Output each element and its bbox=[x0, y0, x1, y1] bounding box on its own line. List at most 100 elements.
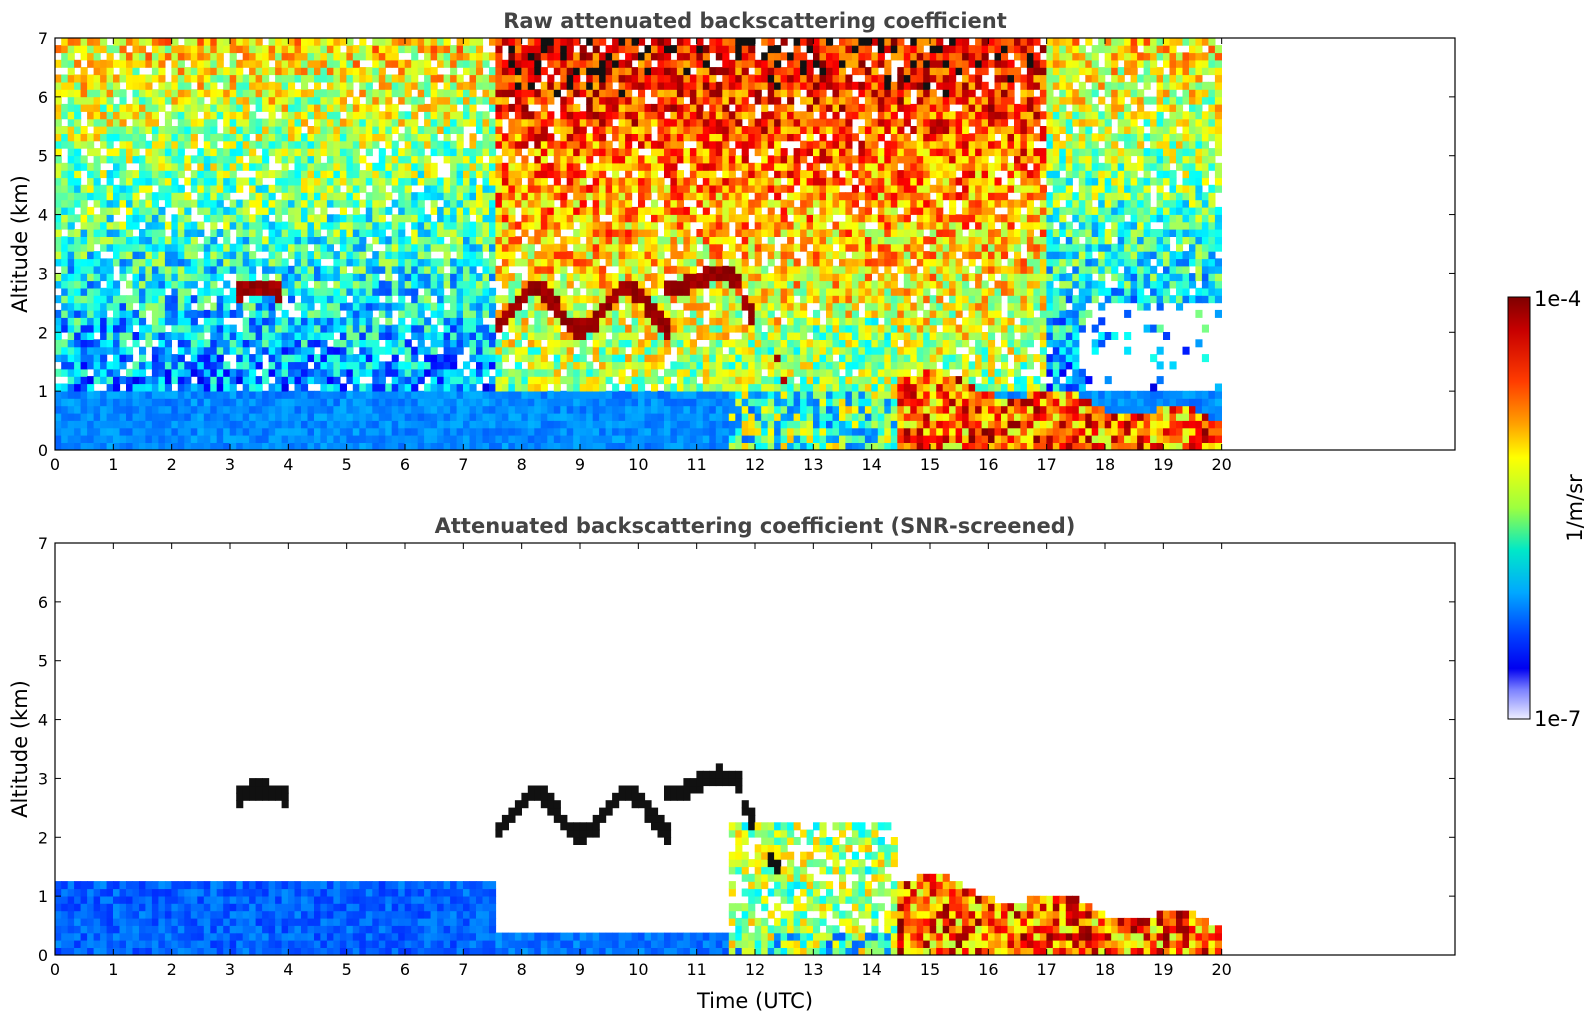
heat-cell bbox=[184, 435, 192, 443]
heat-cell bbox=[74, 258, 82, 267]
heat-cell bbox=[320, 302, 328, 311]
heat-cell bbox=[657, 118, 665, 127]
heat-cell bbox=[100, 354, 108, 363]
heat-cell bbox=[398, 59, 406, 68]
heat-cell bbox=[294, 346, 302, 355]
heat-cell bbox=[437, 59, 445, 68]
heat-cell bbox=[676, 317, 684, 326]
heat-cell bbox=[210, 420, 218, 429]
heat-cell bbox=[61, 361, 69, 370]
heat-cell bbox=[333, 361, 341, 370]
heat-cell bbox=[560, 45, 568, 54]
heat-cell bbox=[365, 420, 373, 429]
heat-cell bbox=[592, 317, 600, 326]
heat-cell bbox=[411, 81, 419, 90]
heat-cell bbox=[495, 354, 503, 363]
heat-cell bbox=[469, 332, 477, 340]
heat-cell bbox=[430, 354, 438, 363]
heat-cell bbox=[592, 427, 600, 436]
heat-cell bbox=[638, 295, 646, 304]
heat-cell bbox=[314, 103, 322, 112]
heat-cell bbox=[605, 435, 613, 443]
heat-cell bbox=[586, 81, 594, 90]
heat-cell bbox=[378, 368, 386, 377]
heat-cell bbox=[638, 346, 646, 355]
heat-cell bbox=[683, 111, 691, 120]
heat-cell bbox=[359, 74, 367, 83]
heat-cell bbox=[579, 309, 587, 318]
heat-cell bbox=[288, 390, 296, 399]
heat-cell bbox=[249, 89, 257, 98]
heat-cell bbox=[514, 221, 522, 230]
heat-cell bbox=[514, 405, 522, 414]
heat-cell bbox=[359, 361, 367, 370]
heat-cell bbox=[463, 192, 471, 201]
heat-cell bbox=[424, 427, 432, 436]
heat-cell bbox=[437, 214, 445, 223]
heat-cell bbox=[398, 346, 406, 355]
heat-cell bbox=[508, 155, 516, 164]
heat-cell bbox=[164, 420, 172, 429]
heat-cell bbox=[352, 295, 360, 304]
heat-cell bbox=[223, 309, 231, 318]
heat-cell bbox=[352, 236, 360, 245]
heat-cell bbox=[158, 295, 166, 304]
heat-cell bbox=[281, 103, 289, 112]
heat-cell bbox=[281, 398, 289, 407]
heat-cell bbox=[560, 59, 568, 68]
heat-cell bbox=[476, 302, 484, 311]
heat-cell bbox=[229, 133, 237, 142]
heat-cell bbox=[275, 243, 283, 252]
heat-cell bbox=[508, 170, 516, 179]
heat-cell bbox=[255, 199, 263, 208]
heat-cell bbox=[262, 45, 270, 54]
heat-cell bbox=[625, 309, 633, 318]
heat-cell bbox=[508, 221, 516, 230]
heat-cell bbox=[87, 243, 95, 252]
heat-cell bbox=[592, 133, 600, 142]
heat-cell bbox=[631, 52, 639, 61]
heat-cell bbox=[664, 199, 672, 208]
heat-cell bbox=[132, 184, 140, 193]
heat-cell bbox=[184, 280, 192, 289]
heat-cell bbox=[631, 383, 639, 392]
heat-cell bbox=[605, 229, 613, 237]
heat-cell bbox=[139, 96, 147, 105]
heat-cell bbox=[177, 170, 185, 179]
heat-cell bbox=[229, 170, 237, 179]
heat-cell bbox=[268, 199, 276, 208]
heat-cell bbox=[612, 258, 620, 267]
heat-cell bbox=[618, 309, 626, 318]
heat-cell bbox=[676, 96, 684, 105]
heat-cell bbox=[476, 214, 484, 223]
heat-cell bbox=[288, 74, 296, 83]
heat-cell bbox=[501, 111, 509, 120]
heat-cell bbox=[268, 206, 276, 215]
heat-cell bbox=[236, 405, 244, 414]
heat-cell bbox=[106, 140, 114, 149]
heat-cell bbox=[333, 383, 341, 392]
heat-cell bbox=[307, 96, 315, 105]
heat-cell bbox=[55, 295, 62, 304]
heat-cell bbox=[443, 309, 451, 318]
heat-cell bbox=[651, 67, 659, 76]
heat-cell bbox=[229, 199, 237, 208]
heat-cell bbox=[275, 412, 283, 421]
heat-cell bbox=[184, 376, 192, 385]
heat-cell bbox=[255, 346, 263, 355]
heat-cell bbox=[307, 214, 315, 223]
heat-cell bbox=[113, 229, 121, 237]
heat-cell bbox=[100, 376, 108, 385]
heat-cell bbox=[210, 184, 218, 193]
heat-cell bbox=[223, 214, 231, 223]
heat-cell bbox=[145, 390, 153, 399]
heat-cell bbox=[605, 118, 613, 127]
heat-cell bbox=[326, 390, 334, 399]
heat-cell bbox=[385, 280, 393, 289]
heat-cell bbox=[579, 52, 587, 61]
heat-cell bbox=[592, 442, 600, 450]
heat-cell bbox=[126, 103, 134, 112]
heat-cell bbox=[216, 287, 224, 296]
heat-cell bbox=[579, 140, 587, 149]
heat-cell bbox=[618, 67, 626, 76]
